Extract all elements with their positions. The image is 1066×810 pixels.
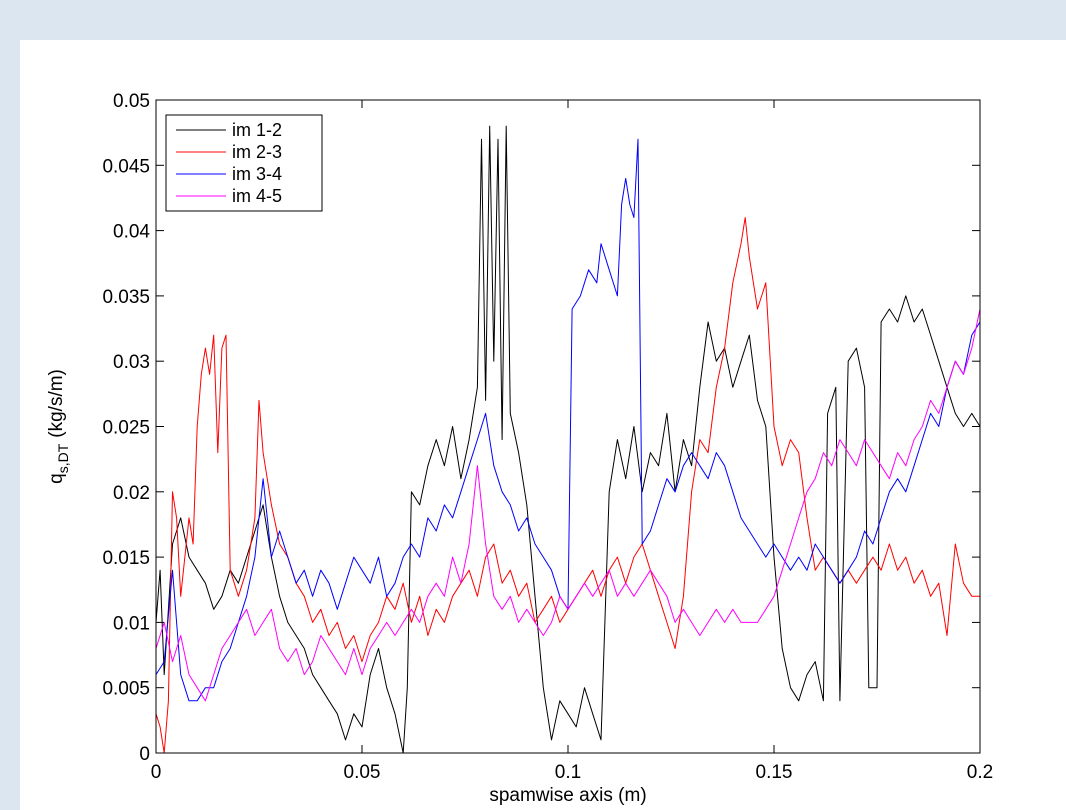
x-axis: 0 0.05 0.1 0.15 0.2 [151, 100, 993, 783]
y-tick-label: 0.045 [102, 156, 150, 177]
y-tick-label: 0.05 [113, 91, 150, 112]
x-axis-label: spamwise axis (m) [489, 785, 646, 806]
x-tick-label: 0.05 [344, 762, 381, 783]
y-tick-label: 0.005 [102, 679, 150, 700]
y-tick-label: 0.015 [102, 548, 150, 569]
series-line-4 [155, 308, 981, 702]
y-tick-label: 0.035 [102, 287, 150, 308]
y-tick-label: 0.03 [113, 352, 150, 373]
series-line-2 [155, 217, 980, 754]
legend-label: im 4-5 [232, 186, 282, 206]
y-tick-label: 0.01 [113, 613, 150, 634]
series-lines [155, 125, 981, 754]
y-tick-label: 0.04 [113, 222, 150, 243]
legend-label: im 2-3 [232, 142, 282, 162]
figure-panel: 0 0.05 0.1 0.15 0.2 0 0.005 0.01 0.015 0.02 0.025… [20, 40, 1066, 810]
y-tick-label: 0.025 [102, 418, 150, 439]
x-tick-label: 0.15 [756, 762, 793, 783]
legend-label: im 3-4 [232, 164, 282, 184]
y-axis-label-main: q [46, 473, 67, 484]
y-axis-label-subscript: s,DT [55, 443, 71, 473]
series-line-3 [155, 138, 981, 702]
y-axis-label-units: (kg/s/m) [46, 369, 67, 438]
line-chart: 0 0.05 0.1 0.15 0.2 0 0.005 0.01 0.015 0.02 0.025… [46, 91, 993, 806]
x-tick-label: 0.2 [967, 762, 993, 783]
y-axis-label: qs,DT (kg/s/m) [46, 369, 71, 484]
x-tick-label: 0.1 [555, 762, 581, 783]
legend-label: im 1-2 [232, 120, 282, 140]
x-tick-label: 0 [151, 762, 162, 783]
legend-box [165, 114, 323, 212]
y-tick-label: 0.02 [113, 483, 150, 504]
y-axis: 0 0.005 0.01 0.015 0.02 0.025 0.03 0.035 0.04 0.0… [102, 91, 980, 765]
series-line-1 [155, 125, 981, 754]
legend: im 1-2im 2-3im 3-4im 4-5 [165, 114, 323, 212]
y-tick-label: 0 [139, 744, 150, 765]
